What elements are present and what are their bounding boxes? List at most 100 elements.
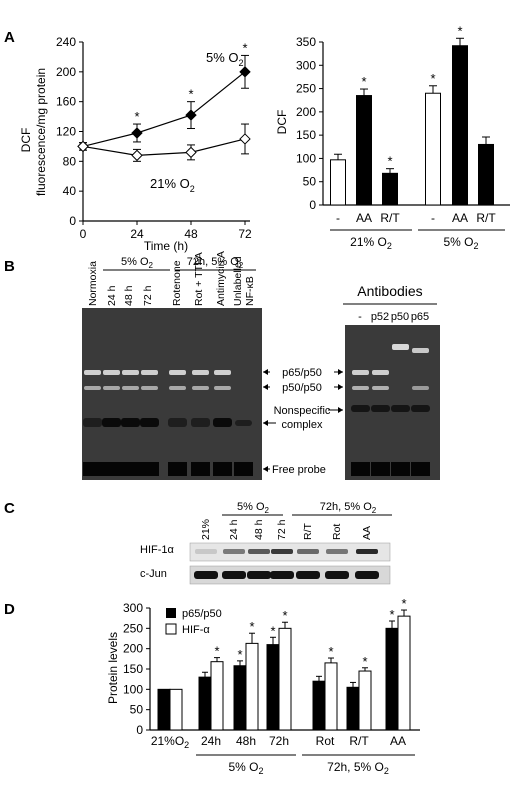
svg-text:21% O2: 21% O2 bbox=[150, 176, 195, 194]
lane-label: 21% bbox=[200, 519, 212, 540]
lane-label: NF-κB bbox=[244, 276, 256, 306]
lane-label: Antimycin A bbox=[215, 251, 227, 306]
lane-label: Normoxia bbox=[87, 261, 99, 306]
svg-text:5% O2: 5% O2 bbox=[121, 256, 154, 270]
d-xtick-label: 21%O2 bbox=[151, 734, 189, 750]
band-free-probe bbox=[411, 462, 430, 476]
band-supershift bbox=[392, 344, 409, 350]
arrowhead bbox=[263, 384, 268, 390]
bar-hif bbox=[324, 662, 338, 731]
data-point bbox=[239, 66, 251, 78]
significance-marker: * bbox=[242, 40, 247, 55]
d-ylabel: Protein levels bbox=[106, 632, 120, 704]
band-free-probe bbox=[140, 462, 159, 476]
bar bbox=[425, 92, 441, 206]
a-right-ytick-label: 350 bbox=[296, 35, 316, 49]
band-nonspecific bbox=[140, 418, 159, 427]
d-ytick-label: 0 bbox=[136, 723, 143, 737]
data-point bbox=[185, 146, 197, 159]
bar-hif bbox=[397, 615, 411, 731]
significance-marker: * bbox=[387, 154, 392, 169]
band-hif bbox=[223, 549, 245, 554]
band-hif bbox=[356, 549, 378, 554]
a-left-ytick-label: 120 bbox=[56, 125, 76, 139]
lane-label: R/T bbox=[302, 523, 314, 541]
a-right-ytick-label: 50 bbox=[303, 175, 317, 189]
a-left-ylabel-1: DCF bbox=[19, 128, 33, 153]
panel-label-b: B bbox=[4, 258, 15, 275]
series-line-0 bbox=[82, 71, 246, 147]
panel-label-a: A bbox=[4, 29, 15, 46]
antibody-lane-label: - bbox=[358, 311, 362, 323]
d-ytick-label: 300 bbox=[123, 601, 143, 615]
bar-hif bbox=[278, 627, 292, 731]
a-right-group-2-sub: 2 bbox=[474, 241, 479, 251]
a-left-label-21: 21% O bbox=[150, 176, 190, 191]
a-right-xtick-label: AA bbox=[356, 211, 372, 225]
band-p65p50 bbox=[214, 370, 231, 375]
d-group-2-sub: 2 bbox=[384, 766, 389, 776]
bar-p65p50 bbox=[157, 688, 171, 731]
c-header-5: 5% O bbox=[237, 501, 265, 513]
band-label: Nonspecific bbox=[274, 405, 331, 417]
svg-text:72h, 5% O2: 72h, 5% O2 bbox=[320, 501, 377, 515]
panel-label-c: C bbox=[4, 500, 15, 517]
svg-text:5% O2: 5% O2 bbox=[443, 235, 478, 251]
band-nonspecific bbox=[371, 405, 390, 412]
band-cjun bbox=[355, 571, 379, 579]
bar-hif bbox=[358, 670, 372, 731]
legend-label-p65: p65/p50 bbox=[182, 608, 222, 620]
bar bbox=[356, 95, 372, 206]
band-p65p50 bbox=[169, 370, 186, 375]
band-cjun bbox=[325, 571, 349, 579]
d-xtick-label: Rot bbox=[316, 734, 335, 748]
lane-label: Unlabelled bbox=[232, 256, 244, 306]
panel-b: 5% O2 72h, 5% O2 Normoxia 24 h 48 h 72 h Rot… bbox=[82, 251, 440, 480]
lane-label: 72 h bbox=[276, 519, 288, 540]
band-p65p50 bbox=[352, 370, 369, 375]
d-group-1: 5% O bbox=[228, 760, 258, 774]
a-left-ytick-label: 200 bbox=[56, 65, 76, 79]
band-nonspecific bbox=[191, 418, 210, 427]
lane-label: 24 h bbox=[228, 519, 240, 540]
significance-marker: * bbox=[270, 623, 275, 638]
d-xtick-label: 24h bbox=[201, 734, 221, 748]
a-left-ytick-label: 240 bbox=[56, 35, 76, 49]
data-point bbox=[131, 149, 143, 162]
band-p65p50 bbox=[141, 370, 158, 375]
significance-marker: * bbox=[362, 654, 367, 669]
band-p50p50 bbox=[412, 386, 429, 390]
band-nonspecific bbox=[168, 418, 187, 427]
svg-text:72h, 5% O2: 72h, 5% O2 bbox=[327, 760, 389, 776]
chart-a-left: 0 40 80 120 160 200 240 0 24 48 72 DCF fluorescen… bbox=[19, 35, 252, 253]
data-point bbox=[77, 140, 89, 153]
band-hif bbox=[271, 549, 293, 554]
c-header-72-sub: 2 bbox=[372, 506, 377, 515]
antibodies-title: Antibodies bbox=[357, 283, 422, 299]
a-right-ytick-label: 300 bbox=[296, 58, 316, 72]
a-left-label-21-sub: 2 bbox=[190, 184, 195, 194]
lane-label: 48 h bbox=[123, 285, 135, 306]
band-p50p50 bbox=[372, 386, 389, 390]
band-p65p50 bbox=[192, 370, 209, 375]
lane-label: 72 h bbox=[142, 285, 154, 306]
band-supershift bbox=[412, 348, 429, 353]
band-free-probe bbox=[83, 462, 102, 476]
d-ytick-label: 50 bbox=[130, 703, 144, 717]
b-header-72-sub: 2 bbox=[239, 261, 244, 270]
a-left-label-5: 5% O bbox=[206, 50, 239, 65]
band-hif bbox=[326, 549, 348, 554]
bar-p65p50 bbox=[385, 627, 399, 731]
band-cjun bbox=[247, 571, 271, 579]
d-xtick-label: R/T bbox=[349, 734, 369, 748]
significance-marker: * bbox=[249, 619, 254, 634]
a-right-xtick-label: R/T bbox=[380, 211, 400, 225]
c-row-cjun: c-Jun bbox=[140, 568, 167, 580]
significance-marker: * bbox=[361, 74, 366, 89]
significance-marker: * bbox=[188, 87, 193, 102]
arrowhead bbox=[263, 420, 268, 426]
a-right-xtick-label: - bbox=[336, 211, 340, 225]
lane-label: 48 h bbox=[253, 519, 265, 540]
a-left-ytick-label: 80 bbox=[63, 154, 77, 168]
